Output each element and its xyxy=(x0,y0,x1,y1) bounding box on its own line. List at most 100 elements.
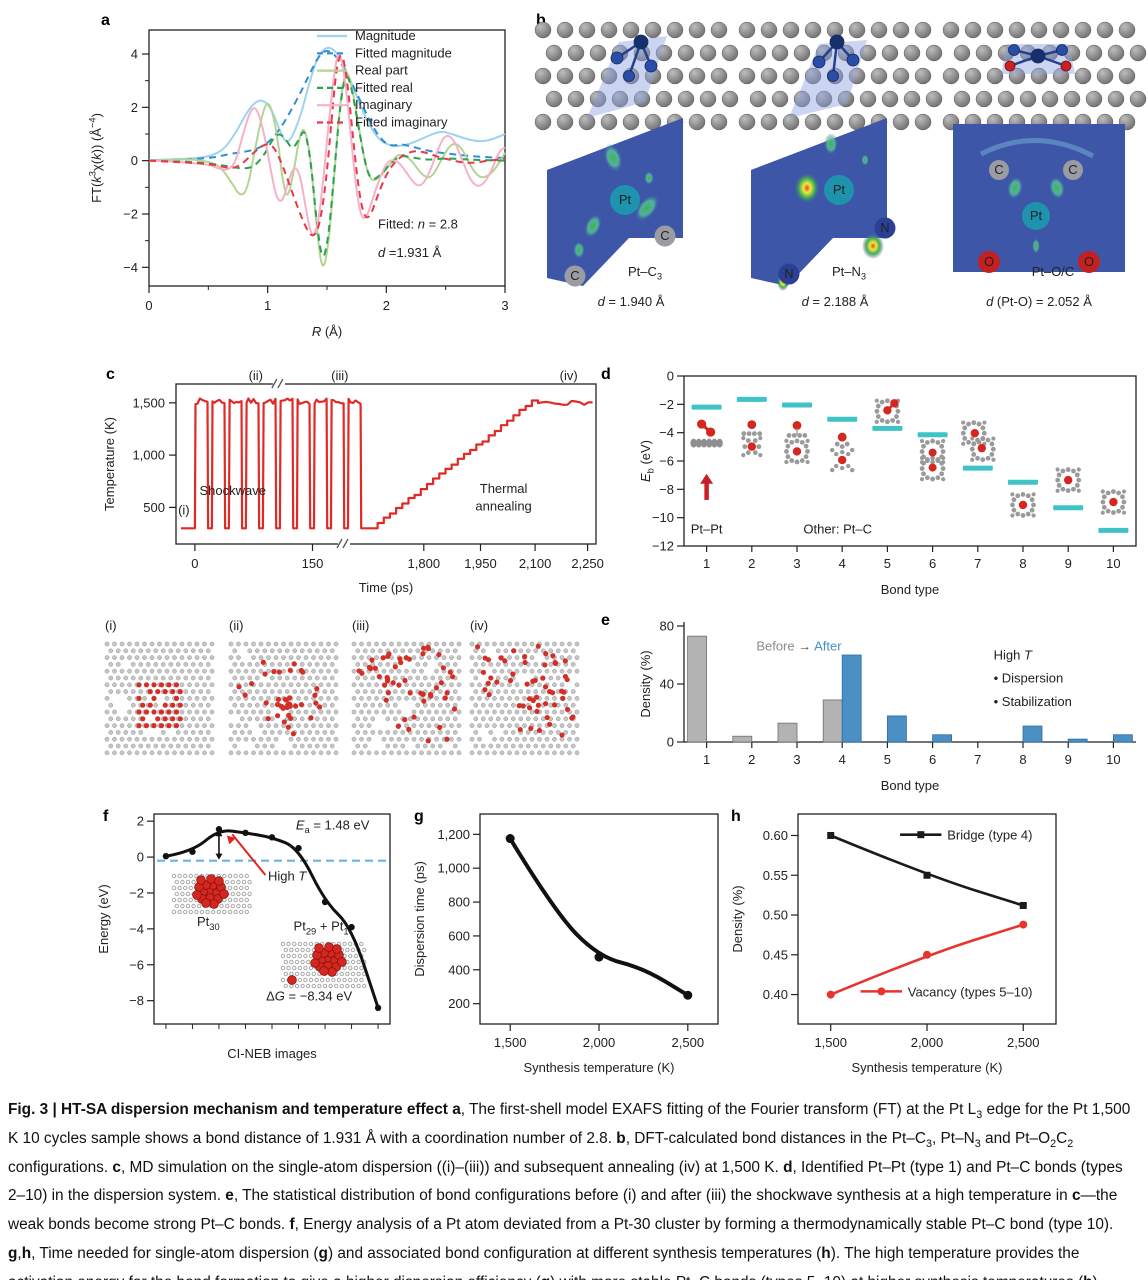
a-x-axis-label: R (Å) xyxy=(312,324,342,339)
svg-text:0: 0 xyxy=(667,735,674,750)
svg-text:0: 0 xyxy=(145,298,152,313)
c-temperature-series xyxy=(181,397,593,530)
e-bar-before xyxy=(732,735,753,743)
e-bar-after xyxy=(1067,738,1088,743)
svg-text:80: 80 xyxy=(660,619,674,634)
d-energy-level-bar xyxy=(1008,479,1038,485)
snapshot-stage-label: (iii) xyxy=(352,618,369,633)
svg-text:1,950: 1,950 xyxy=(464,556,497,571)
svg-text:1: 1 xyxy=(264,298,271,313)
svg-text:1,500: 1,500 xyxy=(494,1035,527,1050)
svg-text:Pt: Pt xyxy=(833,182,846,197)
h-y-axis-label: Density (%) xyxy=(730,885,745,952)
svg-text:800: 800 xyxy=(448,895,470,910)
svg-text:0.55: 0.55 xyxy=(763,868,788,883)
panel-label-c: c xyxy=(106,366,115,383)
svg-text:3: 3 xyxy=(793,556,800,571)
svg-text:2,250: 2,250 xyxy=(571,556,604,571)
d-molecule-glyph xyxy=(830,432,855,473)
figure-caption: Fig. 3 | HT-SA dispersion mechanism and … xyxy=(8,1101,1131,1280)
d-energy-level-bar xyxy=(917,432,948,438)
d-molecule-glyph xyxy=(874,398,901,425)
svg-text:0: 0 xyxy=(667,369,674,384)
b-atom-Pt xyxy=(610,185,640,215)
svg-text:0.45: 0.45 xyxy=(763,947,788,962)
d-annotation: Other: Pt–C xyxy=(803,521,872,536)
svg-text:1,800: 1,800 xyxy=(408,556,441,571)
svg-text:0.60: 0.60 xyxy=(763,828,788,843)
svg-text:200: 200 xyxy=(448,996,470,1011)
b-atom-O xyxy=(1078,251,1100,273)
svg-text:9: 9 xyxy=(1065,556,1072,571)
panel-h-density-vs-temperature-chart: 0.40 0.45 0.50 0.55 0.60 1,500 2,000 2,500 Synth… xyxy=(730,813,1057,1075)
panel-label-h: h xyxy=(731,808,741,825)
svg-text:−2: −2 xyxy=(123,207,138,222)
f-label-pt29-pt1: Pt29 + Pt1 xyxy=(294,919,349,937)
b-configuration-0: Pt C C Pt–C3 d = 1.940 Å xyxy=(534,21,739,309)
svg-text:−4: −4 xyxy=(129,921,144,936)
a-series-real-part xyxy=(148,72,506,267)
snapshot-stage-label: (ii) xyxy=(229,618,243,633)
b-config-name: Pt–O/C xyxy=(1032,264,1075,279)
a-series-fitted-real xyxy=(148,76,506,257)
svg-text:−8: −8 xyxy=(659,482,674,497)
e-bar-before xyxy=(687,635,707,743)
panel-label-b: b xyxy=(536,12,546,29)
e-bar-after xyxy=(932,734,953,743)
d-x-axis-label: Bond type xyxy=(881,582,940,597)
b-config-name: Pt–N3 xyxy=(832,264,866,282)
b-atom-C xyxy=(989,160,1009,180)
c-x-axis-label: Time (ps) xyxy=(359,580,413,595)
svg-text:0: 0 xyxy=(137,850,144,865)
d-y-axis-label: Eb (eV) xyxy=(638,440,656,482)
svg-text:2,000: 2,000 xyxy=(583,1035,616,1050)
e-legend: Before → After xyxy=(756,639,842,654)
svg-text:−8: −8 xyxy=(129,993,144,1008)
svg-text:0: 0 xyxy=(131,153,138,168)
f-annotation-high-t: High T xyxy=(268,868,307,883)
svg-text:1,500: 1,500 xyxy=(132,395,165,410)
svg-text:C: C xyxy=(570,268,579,283)
panel-g-dispersion-time-chart: 200 400 600 800 1,000 1,200 1,500 2,000 2,500 Syn… xyxy=(412,813,719,1075)
svg-text:400: 400 xyxy=(448,962,470,977)
snapshot-cluster xyxy=(104,641,215,756)
d-molecule-glyph xyxy=(919,438,946,482)
svg-text:Magnitude: Magnitude xyxy=(355,28,416,43)
d-molecule-glyph xyxy=(1010,492,1036,518)
e-bar-before xyxy=(822,699,843,743)
b-atom-N xyxy=(778,263,800,285)
g-x-axis-label: Synthesis temperature (K) xyxy=(523,1060,674,1075)
a-series-imaginary xyxy=(148,53,506,236)
svg-text:C: C xyxy=(994,162,1003,177)
e-red-annotation: • Dispersion xyxy=(994,671,1064,686)
svg-text:4: 4 xyxy=(131,47,138,62)
svg-text:1,000: 1,000 xyxy=(132,448,165,463)
svg-text:2,500: 2,500 xyxy=(1007,1035,1040,1050)
e-bar-after xyxy=(1022,725,1043,743)
c-stage-label: (ii) xyxy=(249,368,263,383)
svg-text:10: 10 xyxy=(1106,752,1120,767)
svg-text:−12: −12 xyxy=(652,539,674,554)
svg-text:4: 4 xyxy=(839,556,846,571)
panel-label-f: f xyxy=(103,808,109,825)
panel-c-temperature-profile-chart: 500 1,000 1,500 0 150 1,800 1,950 2,100 2,250 Tim… xyxy=(102,368,604,595)
svg-text:1: 1 xyxy=(703,752,710,767)
h-legend-bridge: Bridge (type 4) xyxy=(947,828,1032,843)
svg-text:−10: −10 xyxy=(652,510,674,525)
e-x-axis-label: Bond type xyxy=(881,778,940,793)
svg-text:Imaginary: Imaginary xyxy=(355,97,413,112)
b-configuration-2: C C Pt O O Pt–O/C d (Pt-O) = 2.052 Å xyxy=(942,21,1147,309)
svg-text:Pt: Pt xyxy=(1030,208,1043,223)
svg-text:2,000: 2,000 xyxy=(911,1035,944,1050)
h-series-circle xyxy=(830,923,1024,996)
a-annotation-fitted-n: Fitted: n = 2.8 xyxy=(378,217,458,232)
h-legend-vacancy: Vacancy (types 5–10) xyxy=(908,984,1033,999)
d-molecule-glyph xyxy=(1055,467,1082,494)
f-annotation-delta-g: ΔG = −8.34 eV xyxy=(266,989,352,1004)
svg-text:Real part: Real part xyxy=(355,63,408,78)
a-y-axis-label: FT(k3χ(k)) (Å−4) xyxy=(88,113,105,203)
g-y-axis-label: Dispersion time (ps) xyxy=(412,861,427,977)
svg-text:O: O xyxy=(984,254,994,269)
d-molecule-glyph xyxy=(690,419,723,448)
c-region-label: Shockwave xyxy=(199,483,265,498)
